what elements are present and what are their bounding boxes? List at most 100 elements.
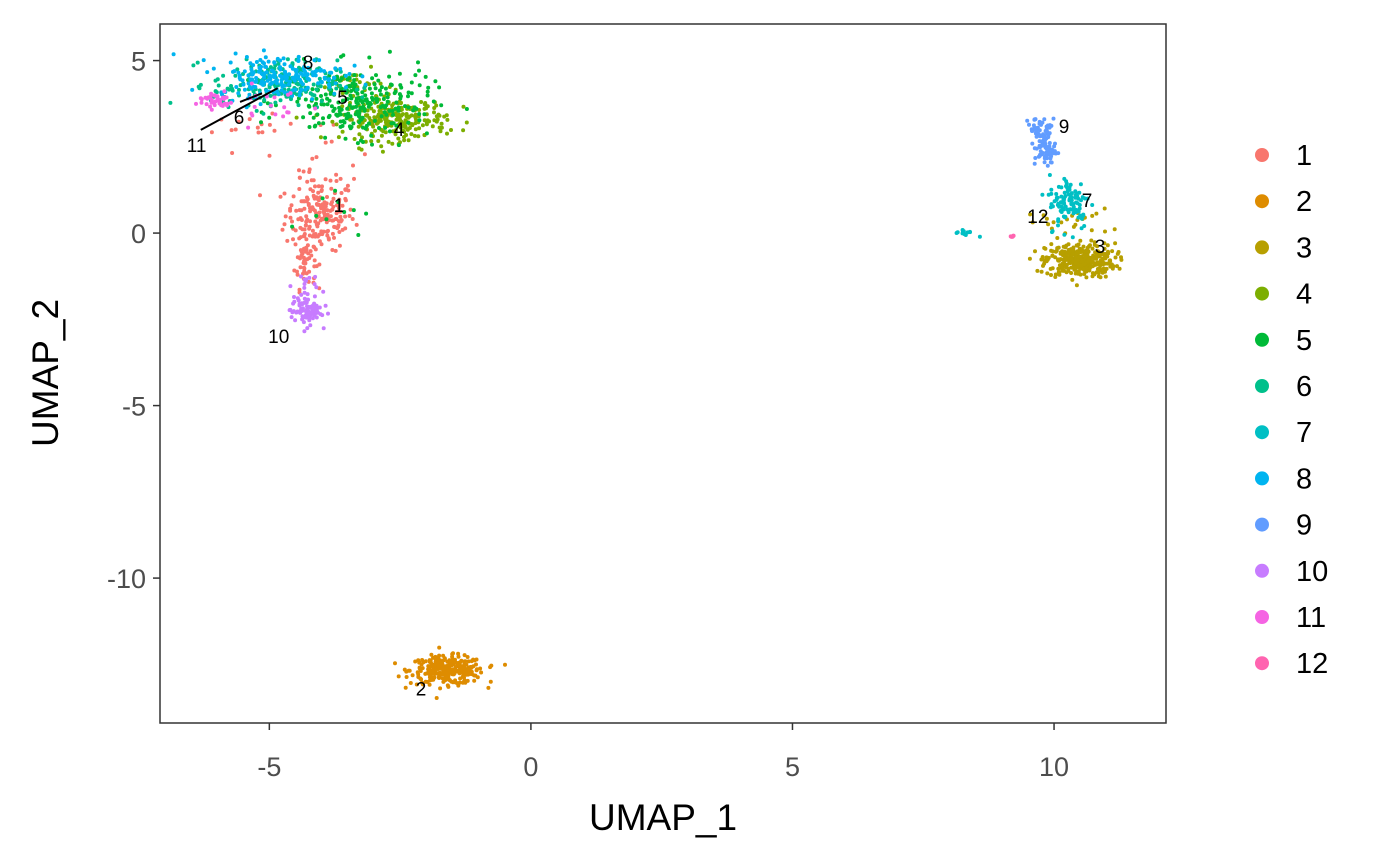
point-cluster-8 xyxy=(292,78,297,83)
point-cluster-6 xyxy=(354,87,359,92)
point-cluster-1 xyxy=(335,209,340,214)
point-cluster-5 xyxy=(328,91,333,96)
point-cluster-1 xyxy=(300,199,305,204)
point-cluster-2 xyxy=(461,671,466,676)
point-cluster-8 xyxy=(272,60,277,65)
point-cluster-4 xyxy=(399,100,403,105)
point-cluster-8 xyxy=(250,77,255,82)
point-cluster-2 xyxy=(475,675,480,680)
point-cluster-9 xyxy=(1052,144,1057,149)
point-cluster-5 xyxy=(306,103,311,108)
point-cluster-8 xyxy=(279,88,284,93)
point-cluster-3 xyxy=(1045,271,1050,276)
point-cluster-2 xyxy=(453,657,457,662)
point-cluster-1 xyxy=(305,195,309,200)
point-cluster-7 xyxy=(1063,214,1068,219)
point-cluster-8 xyxy=(263,55,268,60)
point-cluster-4 xyxy=(322,85,327,90)
point-cluster-1 xyxy=(282,191,287,196)
point-cluster-6 xyxy=(262,98,267,103)
point-cluster-8 xyxy=(305,76,310,81)
point-cluster-5 xyxy=(368,102,373,106)
point-cluster-5 xyxy=(354,96,359,101)
point-cluster-5 xyxy=(359,117,364,122)
point-cluster-8 xyxy=(282,90,287,95)
point-cluster-4 xyxy=(432,110,436,115)
point-cluster-3 xyxy=(1067,252,1072,257)
point-cluster-8 xyxy=(201,58,206,63)
point-cluster-7 xyxy=(1069,191,1074,196)
point-cluster-9 xyxy=(1042,160,1047,165)
point-cluster-6 xyxy=(317,76,322,81)
point-cluster-2 xyxy=(469,665,474,670)
point-cluster-4 xyxy=(413,121,418,126)
point-cluster-1 xyxy=(323,201,328,206)
point-cluster-1 xyxy=(320,202,325,207)
point-cluster-5 xyxy=(373,86,378,91)
point-cluster-1 xyxy=(298,248,303,253)
point-cluster-5 xyxy=(351,208,356,213)
cluster-label-9: 9 xyxy=(1059,117,1070,138)
point-cluster-8 xyxy=(241,82,246,87)
point-cluster-1 xyxy=(316,190,321,195)
point-cluster-8 xyxy=(274,81,279,86)
point-cluster-5 xyxy=(417,112,422,116)
point-cluster-1 xyxy=(323,204,328,209)
point-cluster-1 xyxy=(298,235,303,240)
point-cluster-9 xyxy=(1040,151,1045,155)
cluster-label-1: 1 xyxy=(334,196,345,217)
point-cluster-3 xyxy=(1073,259,1077,263)
point-cluster-2 xyxy=(453,680,457,685)
point-cluster-5 xyxy=(416,60,420,65)
point-cluster-5 xyxy=(290,224,295,229)
point-cluster-8 xyxy=(254,76,259,80)
point-cluster-3 xyxy=(1039,257,1044,262)
legend-label-5: 5 xyxy=(1296,325,1312,357)
point-cluster-5 xyxy=(377,126,381,130)
point-cluster-10 xyxy=(312,294,317,299)
point-cluster-5 xyxy=(396,108,401,113)
point-cluster-1 xyxy=(338,209,343,214)
point-cluster-4 xyxy=(378,81,383,86)
point-cluster-1 xyxy=(308,187,313,192)
point-cluster-6 xyxy=(362,86,367,90)
point-cluster-10 xyxy=(312,282,317,287)
point-cluster-1 xyxy=(320,184,324,189)
point-cluster-8 xyxy=(333,81,338,86)
point-cluster-1 xyxy=(297,175,302,180)
point-cluster-8 xyxy=(262,72,266,77)
point-cluster-3 xyxy=(1071,265,1076,270)
point-cluster-8 xyxy=(283,73,288,78)
point-cluster-6 xyxy=(216,83,221,88)
point-cluster-6 xyxy=(213,78,218,83)
point-cluster-3 xyxy=(1100,270,1105,275)
point-cluster-8 xyxy=(310,70,315,75)
point-cluster-5 xyxy=(348,114,353,119)
point-cluster-1 xyxy=(326,236,331,241)
point-cluster-8 xyxy=(232,69,237,74)
point-cluster-1 xyxy=(317,239,322,244)
point-cluster-4 xyxy=(406,138,411,143)
point-cluster-2 xyxy=(427,659,432,664)
point-cluster-2 xyxy=(456,651,461,656)
point-cluster-10 xyxy=(308,323,313,328)
point-cluster-4 xyxy=(318,135,323,140)
point-cluster-5 xyxy=(367,55,372,60)
point-cluster-1 xyxy=(302,227,307,232)
point-cluster-2 xyxy=(457,680,462,685)
point-cluster-5 xyxy=(376,78,381,83)
point-cluster-2 xyxy=(421,660,426,665)
point-cluster-2 xyxy=(460,680,465,685)
point-cluster-8 xyxy=(298,71,303,76)
point-cluster-7 xyxy=(1077,203,1082,207)
point-cluster-3 xyxy=(1035,268,1040,273)
point-cluster-3 xyxy=(1096,268,1101,273)
point-cluster-9 xyxy=(1056,151,1061,156)
point-cluster-1 xyxy=(307,167,312,172)
point-cluster-5 xyxy=(406,90,411,95)
point-cluster-2 xyxy=(437,676,442,680)
point-cluster-5 xyxy=(325,96,330,101)
point-cluster-4 xyxy=(437,125,442,130)
point-cluster-11 xyxy=(215,94,220,99)
point-cluster-3 xyxy=(1095,260,1100,265)
